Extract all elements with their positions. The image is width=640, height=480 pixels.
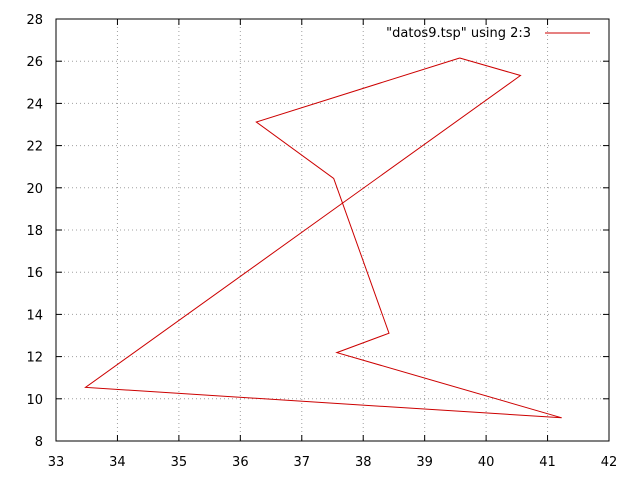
x-tick-label: 39 xyxy=(416,455,433,470)
y-tick-label: 22 xyxy=(26,140,43,155)
x-tick-label: 42 xyxy=(601,455,618,470)
series-line xyxy=(84,57,562,419)
x-tick-label: 35 xyxy=(171,455,188,470)
legend-label: "datos9.tsp" using 2:3 xyxy=(386,26,531,41)
x-tick-label: 34 xyxy=(109,455,126,470)
y-tick-label: 16 xyxy=(26,266,43,281)
legend: "datos9.tsp" using 2:3 xyxy=(386,26,590,41)
data-series xyxy=(84,57,562,419)
x-tick-label: 33 xyxy=(48,455,65,470)
y-tick-label: 20 xyxy=(26,182,43,197)
plot-frame xyxy=(55,18,610,442)
x-tick-label: 41 xyxy=(539,455,556,470)
x-tick-labels: 33 34 35 36 37 38 39 40 41 42 xyxy=(48,455,618,470)
y-tick-label: 18 xyxy=(26,224,43,239)
y-tick-labels: 8 10 12 14 16 18 20 22 24 26 28 xyxy=(26,13,43,450)
y-tick-label: 14 xyxy=(26,308,43,323)
y-tick-label: 10 xyxy=(26,393,43,408)
grid-lines xyxy=(56,19,609,441)
x-tick-label: 37 xyxy=(294,455,311,470)
x-tick-label: 36 xyxy=(232,455,249,470)
x-tick-label: 38 xyxy=(355,455,372,470)
y-tick-label: 12 xyxy=(26,351,43,366)
y-tick-label: 28 xyxy=(26,13,43,28)
y-tick-label: 24 xyxy=(26,97,43,112)
y-tick-label: 26 xyxy=(26,55,43,70)
x-tick-label: 40 xyxy=(478,455,495,470)
y-tick-label: 8 xyxy=(35,435,43,450)
